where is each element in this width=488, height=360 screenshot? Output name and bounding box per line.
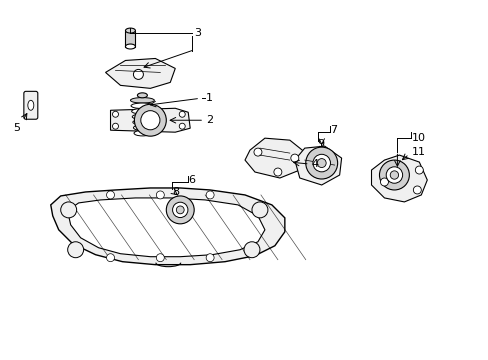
Bar <box>125 31 135 46</box>
Circle shape <box>156 254 164 262</box>
Text: 2: 2 <box>206 115 213 125</box>
Text: 8: 8 <box>172 187 179 197</box>
Circle shape <box>176 206 184 214</box>
Circle shape <box>312 154 330 172</box>
Circle shape <box>253 148 262 156</box>
Polygon shape <box>51 188 285 265</box>
Circle shape <box>317 159 325 167</box>
Text: 11: 11 <box>410 147 425 157</box>
Circle shape <box>305 147 337 179</box>
Circle shape <box>389 171 398 179</box>
Circle shape <box>106 254 114 262</box>
Ellipse shape <box>133 125 151 130</box>
Circle shape <box>206 254 214 262</box>
Circle shape <box>67 242 83 258</box>
Ellipse shape <box>125 28 135 33</box>
Text: 1: 1 <box>206 93 213 103</box>
Circle shape <box>251 202 267 218</box>
Ellipse shape <box>131 103 153 108</box>
Ellipse shape <box>137 93 147 98</box>
Text: 5: 5 <box>13 123 20 133</box>
Circle shape <box>172 202 187 217</box>
Circle shape <box>134 104 166 136</box>
Text: 4: 4 <box>311 159 318 169</box>
Circle shape <box>166 196 194 224</box>
Text: 10: 10 <box>410 133 425 143</box>
Circle shape <box>386 167 402 183</box>
Circle shape <box>412 186 421 194</box>
FancyBboxPatch shape <box>24 91 38 119</box>
Circle shape <box>112 123 118 129</box>
Circle shape <box>179 123 185 129</box>
Circle shape <box>414 166 423 174</box>
Ellipse shape <box>28 100 34 110</box>
Circle shape <box>106 191 114 199</box>
Circle shape <box>133 69 143 80</box>
Ellipse shape <box>134 130 150 136</box>
Circle shape <box>141 111 160 130</box>
Text: 9: 9 <box>317 139 324 149</box>
Polygon shape <box>371 155 427 202</box>
Text: 7: 7 <box>329 125 336 135</box>
Circle shape <box>206 191 214 199</box>
Polygon shape <box>110 108 190 132</box>
Ellipse shape <box>125 44 135 49</box>
Polygon shape <box>68 198 264 257</box>
Circle shape <box>179 111 185 117</box>
Circle shape <box>156 191 164 199</box>
Circle shape <box>379 160 408 190</box>
Circle shape <box>290 154 298 162</box>
Polygon shape <box>244 138 304 178</box>
Text: 3: 3 <box>194 28 201 37</box>
Ellipse shape <box>130 98 154 103</box>
Circle shape <box>273 168 281 176</box>
Polygon shape <box>294 146 341 185</box>
Circle shape <box>112 111 118 117</box>
Circle shape <box>61 202 77 218</box>
Ellipse shape <box>133 120 152 125</box>
Ellipse shape <box>132 114 152 120</box>
Circle shape <box>380 178 387 186</box>
Text: 6: 6 <box>188 175 195 185</box>
Polygon shape <box>105 58 175 88</box>
Ellipse shape <box>131 108 153 114</box>
Circle shape <box>244 242 260 258</box>
